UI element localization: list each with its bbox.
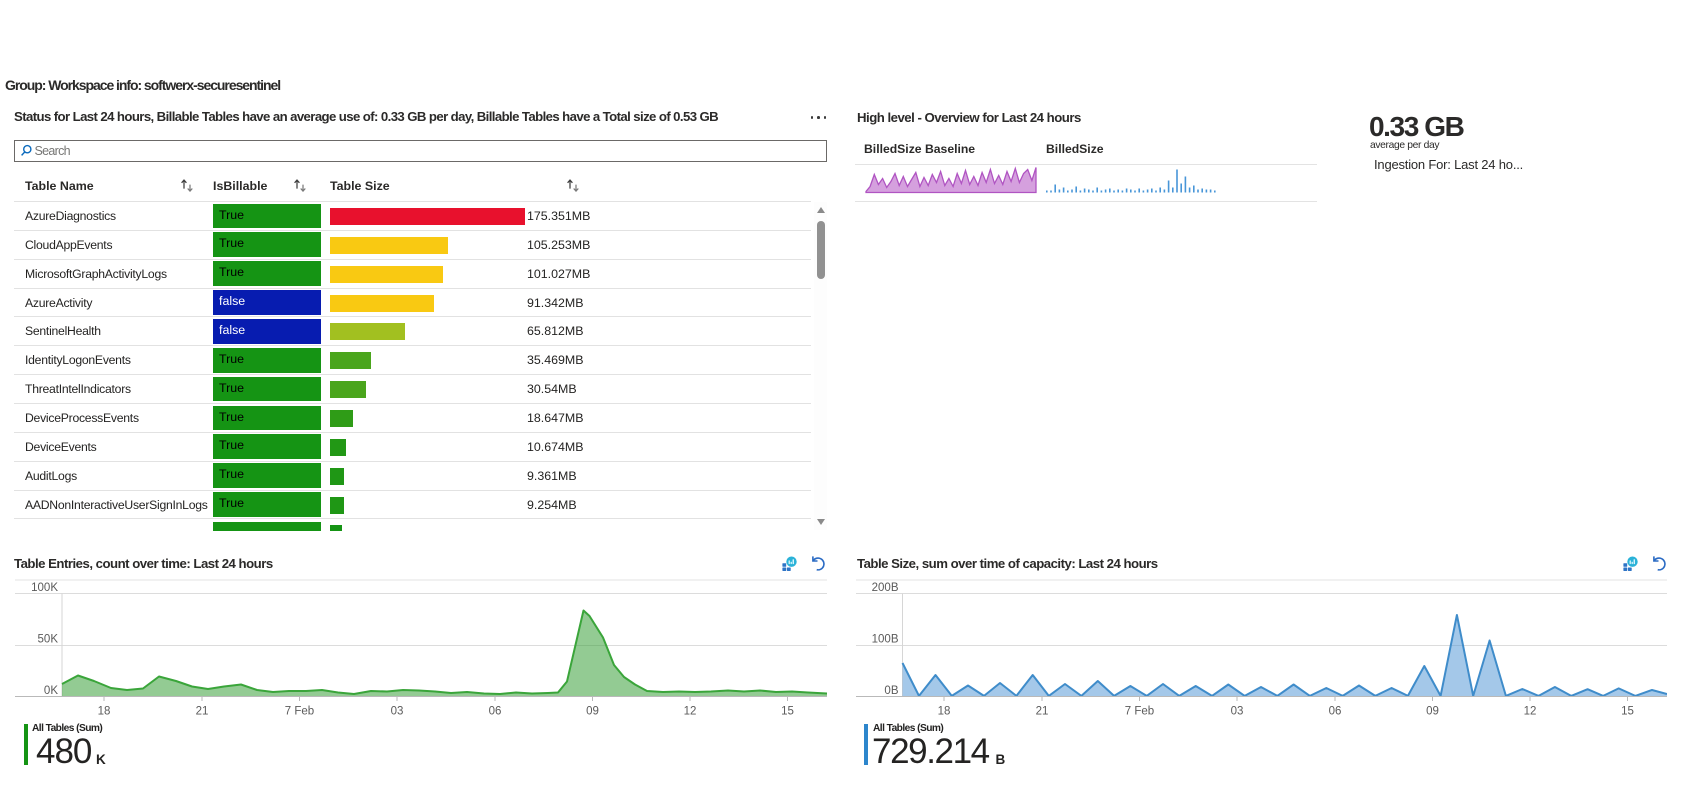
svg-text:12: 12	[1524, 706, 1537, 718]
svg-text:50K: 50K	[38, 634, 59, 646]
svg-text:12: 12	[684, 706, 697, 718]
svg-text:21: 21	[1036, 706, 1049, 718]
svg-text:15: 15	[781, 706, 794, 718]
svg-text:100B: 100B	[872, 634, 899, 646]
svg-text:0K: 0K	[44, 685, 58, 697]
svg-text:06: 06	[489, 706, 502, 718]
svg-text:21: 21	[196, 706, 209, 718]
svg-text:18: 18	[938, 706, 951, 718]
svg-text:03: 03	[1231, 706, 1244, 718]
svg-text:06: 06	[1329, 706, 1342, 718]
svg-text:09: 09	[586, 706, 599, 718]
svg-text:09: 09	[1426, 706, 1439, 718]
svg-text:15: 15	[1621, 706, 1634, 718]
svg-text:03: 03	[391, 706, 404, 718]
svg-text:7 Feb: 7 Feb	[1125, 706, 1154, 718]
svg-text:18: 18	[98, 706, 111, 718]
svg-text:100K: 100K	[31, 582, 58, 594]
svg-text:0B: 0B	[884, 685, 898, 697]
svg-text:7 Feb: 7 Feb	[285, 706, 314, 718]
svg-text:200B: 200B	[872, 582, 899, 594]
